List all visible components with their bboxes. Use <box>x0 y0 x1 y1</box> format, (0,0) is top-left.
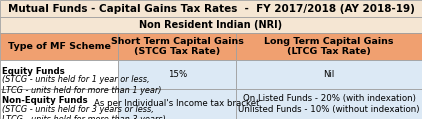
Text: Non-Equity Funds: Non-Equity Funds <box>2 96 88 105</box>
Text: Long Term Capital Gains
(LTCG Tax Rate): Long Term Capital Gains (LTCG Tax Rate) <box>265 37 394 56</box>
FancyBboxPatch shape <box>0 33 118 60</box>
FancyBboxPatch shape <box>118 60 236 89</box>
Text: Non Resident Indian (NRI): Non Resident Indian (NRI) <box>139 20 283 30</box>
Text: 15%: 15% <box>168 70 187 79</box>
FancyBboxPatch shape <box>118 33 236 60</box>
Text: As per Individual's Income tax bracket: As per Individual's Income tax bracket <box>95 99 260 108</box>
FancyBboxPatch shape <box>236 60 422 89</box>
Text: (STCG - units held for 1 year or less,
LTCG - units held for more than 1 year): (STCG - units held for 1 year or less, L… <box>2 75 162 95</box>
FancyBboxPatch shape <box>118 89 236 119</box>
Text: Nil: Nil <box>324 70 335 79</box>
FancyBboxPatch shape <box>236 33 422 60</box>
Text: (STCG - units held for 3 years or less,
LTCG - units held for more than 3 years): (STCG - units held for 3 years or less, … <box>2 105 166 119</box>
Text: On Listed Funds - 20% (with indexation)
Unlisted Funds - 10% (without indexation: On Listed Funds - 20% (with indexation) … <box>238 94 420 114</box>
Text: Short Term Capital Gains
(STCG Tax Rate): Short Term Capital Gains (STCG Tax Rate) <box>111 37 243 56</box>
Text: Equity Funds: Equity Funds <box>2 67 65 76</box>
FancyBboxPatch shape <box>0 89 118 119</box>
FancyBboxPatch shape <box>118 60 236 89</box>
FancyBboxPatch shape <box>0 17 422 33</box>
FancyBboxPatch shape <box>118 89 236 119</box>
FancyBboxPatch shape <box>236 60 422 89</box>
FancyBboxPatch shape <box>236 89 422 119</box>
FancyBboxPatch shape <box>0 0 422 17</box>
FancyBboxPatch shape <box>236 89 422 119</box>
Text: Type of MF Scheme: Type of MF Scheme <box>8 42 111 51</box>
Text: Mutual Funds - Capital Gains Tax Rates  -  FY 2017/2018 (AY 2018-19): Mutual Funds - Capital Gains Tax Rates -… <box>8 4 414 14</box>
FancyBboxPatch shape <box>0 60 118 89</box>
